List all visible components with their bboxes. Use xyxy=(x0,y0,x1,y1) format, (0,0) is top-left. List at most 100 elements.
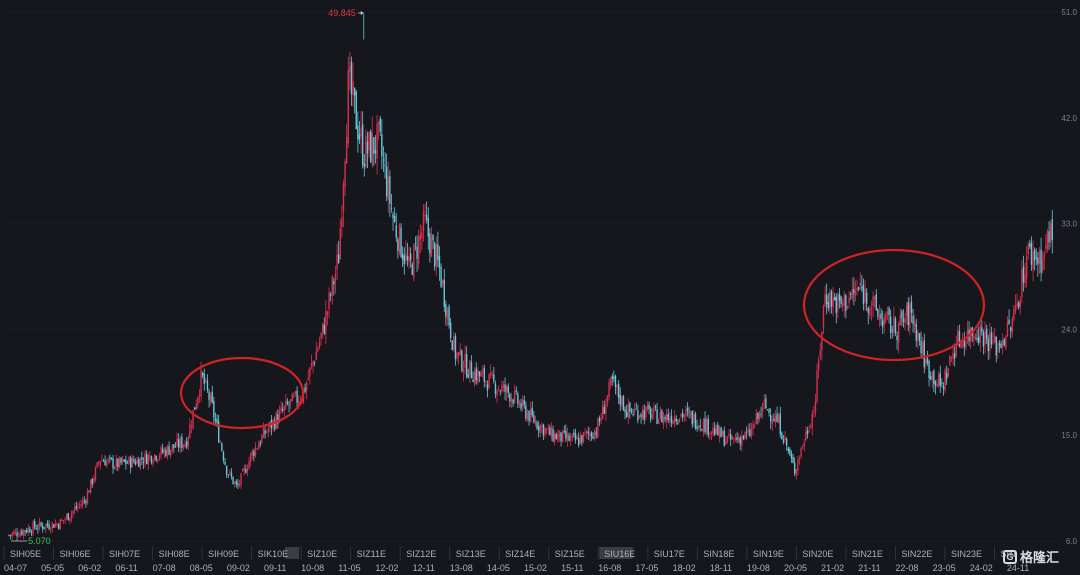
candle-body xyxy=(483,367,485,382)
candle-body xyxy=(921,342,924,355)
candle-body xyxy=(85,501,87,503)
candle-body xyxy=(67,513,69,521)
candle-body xyxy=(685,409,687,416)
candle-body xyxy=(461,350,463,371)
candle-body xyxy=(757,413,759,419)
candle-body xyxy=(547,427,549,429)
candle-body xyxy=(875,294,877,311)
candle-body xyxy=(953,353,956,359)
candle-body xyxy=(857,287,860,290)
candle-body xyxy=(427,218,429,237)
date-label: 06-02 xyxy=(78,563,101,573)
candle-body xyxy=(1029,243,1031,247)
candle-body xyxy=(267,428,269,433)
candle-body xyxy=(761,402,764,412)
candle-body xyxy=(489,372,492,376)
candle-body xyxy=(705,418,708,434)
candle-body xyxy=(80,504,82,507)
candle-body xyxy=(745,431,748,433)
candle-body xyxy=(675,418,677,422)
candle-body xyxy=(133,458,135,462)
candle-body xyxy=(184,443,186,447)
candle-body xyxy=(1025,256,1028,279)
candle-body xyxy=(609,378,612,385)
candle-body xyxy=(285,400,287,407)
candle-body xyxy=(505,385,508,393)
candle-body xyxy=(541,425,543,428)
contract-label: SIN18E xyxy=(703,549,734,559)
candle-body xyxy=(462,369,465,373)
candle-body xyxy=(65,514,68,519)
candle-body xyxy=(824,293,826,307)
candle-body xyxy=(736,436,738,440)
candle-body xyxy=(955,345,957,356)
candle-body xyxy=(563,430,565,432)
candle-body xyxy=(403,255,405,265)
candle-body xyxy=(747,429,749,432)
candle-body xyxy=(75,506,77,509)
candle-body xyxy=(325,311,327,334)
candle-body xyxy=(21,530,23,535)
candle-body xyxy=(168,446,170,455)
candle-body xyxy=(537,426,540,431)
date-label: 13-08 xyxy=(450,563,473,573)
candle-body xyxy=(544,428,546,434)
candle-body xyxy=(957,330,959,343)
candle-body xyxy=(555,434,557,440)
candle-body xyxy=(592,436,594,439)
candle-body xyxy=(230,472,233,477)
candle-body xyxy=(918,333,921,342)
candle-body xyxy=(877,309,879,317)
candle-body xyxy=(776,413,778,422)
candle-body xyxy=(297,401,300,406)
candle-body xyxy=(43,527,45,529)
high-label: 49.845 xyxy=(328,8,356,18)
candle-body xyxy=(353,87,356,96)
candle-body xyxy=(979,325,981,343)
candle-body xyxy=(552,428,554,442)
candle-body xyxy=(613,376,615,379)
candle-body xyxy=(621,396,623,406)
candle-body xyxy=(678,418,681,423)
candle-body xyxy=(995,336,997,356)
candle-body xyxy=(608,381,610,397)
candle-body xyxy=(976,337,978,340)
candle-body xyxy=(749,429,751,436)
candle-body xyxy=(179,438,181,448)
candle-body xyxy=(289,399,292,403)
candle-body xyxy=(734,438,737,440)
candle-body xyxy=(790,453,793,459)
candle-body xyxy=(830,291,833,307)
candle-body xyxy=(373,137,375,154)
candle-body xyxy=(653,407,655,413)
candle-body xyxy=(261,435,263,443)
candle-body xyxy=(856,288,858,291)
contract-label: SIK10E xyxy=(258,549,289,559)
candle-body xyxy=(11,533,13,536)
candle-body xyxy=(710,431,713,434)
candle-body xyxy=(197,397,199,405)
candle-body xyxy=(99,461,101,466)
candle-body xyxy=(939,372,941,386)
candle-body xyxy=(560,432,562,442)
candle-body xyxy=(336,254,338,270)
candle-body xyxy=(737,438,740,442)
candle-body xyxy=(579,436,581,444)
candle-body xyxy=(1032,251,1034,269)
candle-body xyxy=(341,217,343,228)
candle-body xyxy=(528,410,530,422)
candle-body xyxy=(321,323,324,333)
candle-body xyxy=(611,376,613,380)
candle-body xyxy=(633,409,636,413)
candle-body xyxy=(214,418,217,421)
candle-body xyxy=(990,333,993,345)
candle-body xyxy=(397,239,399,251)
candle-body xyxy=(107,458,109,461)
candle-body xyxy=(784,436,786,440)
date-label: 18-02 xyxy=(673,563,696,573)
candle-body xyxy=(37,528,39,530)
candle-body xyxy=(726,436,729,442)
candle-body xyxy=(894,318,897,334)
candle-body xyxy=(985,328,988,340)
candle-body xyxy=(213,400,215,418)
